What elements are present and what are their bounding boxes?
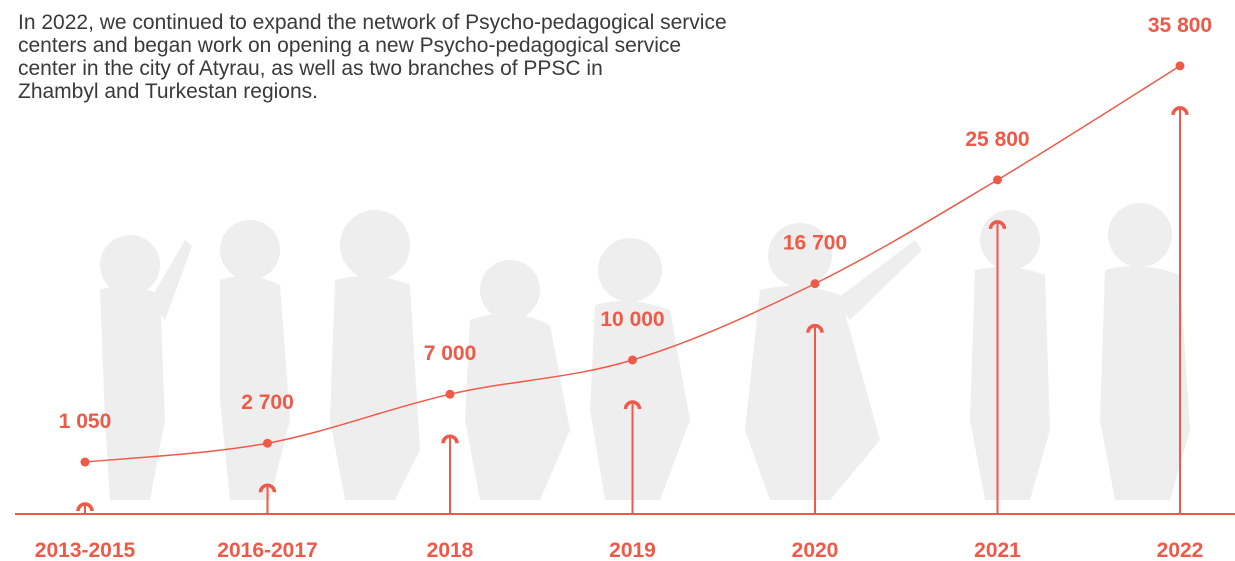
x-tick-label: 2019	[609, 539, 656, 561]
intro-line: Zhambyl and Turkestan regions.	[18, 80, 727, 103]
intro-line: center in the city of Atyrau, as well as…	[18, 57, 727, 80]
data-point	[263, 439, 272, 448]
intro-line: centers and began work on opening a new …	[18, 34, 727, 57]
data-point	[81, 458, 90, 467]
value-label: 35 800	[1148, 14, 1212, 37]
data-point	[993, 175, 1002, 184]
data-point	[1176, 61, 1185, 70]
intro-line: In 2022, we continued to expand the netw…	[18, 11, 727, 34]
data-point	[811, 279, 820, 288]
value-label: 25 800	[965, 128, 1029, 151]
x-tick-label: 2020	[792, 539, 839, 561]
value-label: 10 000	[600, 308, 664, 331]
value-label: 16 700	[783, 232, 847, 255]
value-label: 2 700	[241, 391, 294, 414]
data-point	[446, 390, 455, 399]
value-label: 7 000	[424, 342, 477, 365]
x-tick-label: 2018	[427, 539, 474, 561]
x-tick-label: 2016-2017	[217, 539, 317, 561]
value-label: 1 050	[59, 410, 112, 433]
background-silhouettes	[100, 203, 1190, 500]
intro-text: In 2022, we continued to expand the netw…	[18, 11, 727, 103]
page: {"intro": ["In 2022, we continued to exp…	[0, 0, 1235, 561]
x-tick-label: 2021	[974, 539, 1021, 561]
x-tick-label: 2022	[1157, 539, 1204, 561]
x-tick-label: 2013-2015	[35, 539, 136, 561]
data-point	[628, 356, 637, 365]
